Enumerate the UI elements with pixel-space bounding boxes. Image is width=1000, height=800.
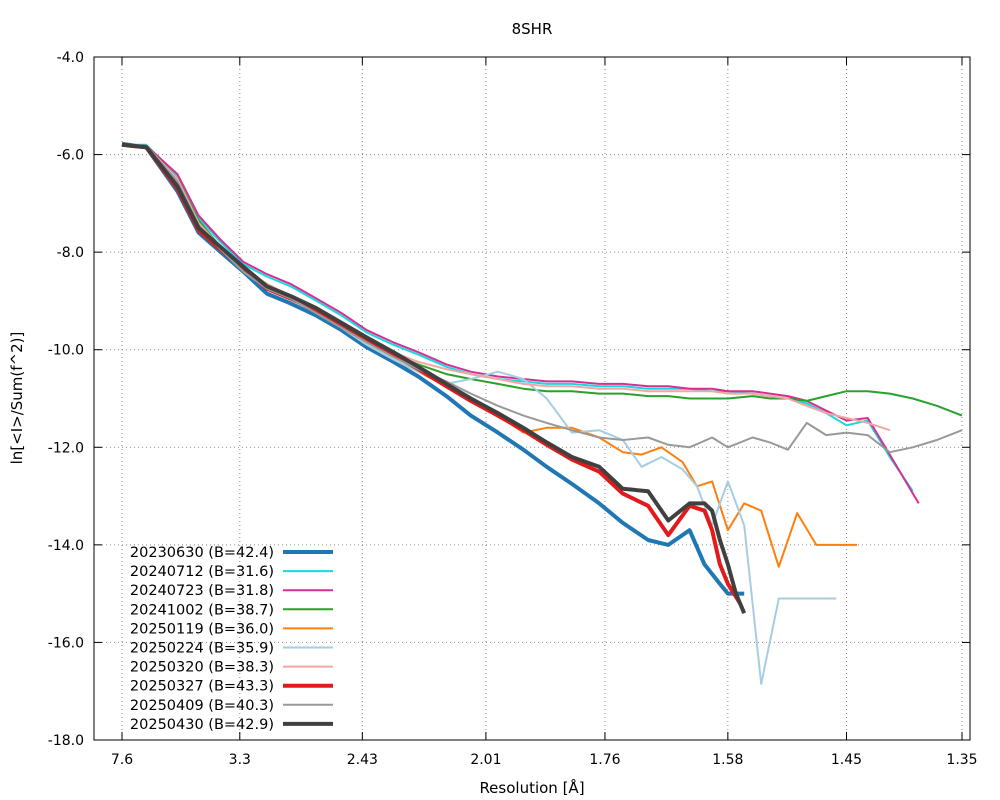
y-tick-label: -18.0 (48, 733, 84, 749)
legend: 20230630 (B=42.4) 20240712 (B=31.6) 202407… (130, 545, 333, 733)
chart-title: 8SHR (512, 20, 553, 38)
series-line (121, 143, 963, 417)
legend-label: 20250320 (B=38.3) (130, 660, 274, 676)
y-tick-label: -14.0 (48, 538, 84, 554)
series-line (121, 142, 747, 614)
axis-ticks: -4.0 -6.0 -8.0 -10.0 -12.0 -14.0 -16.0 -18.0 7.6… (48, 50, 978, 768)
plot-frame (93, 56, 971, 741)
x-tick-label: 1.45 (831, 752, 862, 768)
x-tick-label: 3.3 (229, 752, 251, 768)
x-tick-label: 1.58 (712, 752, 743, 768)
legend-label: 20240723 (B=31.8) (130, 583, 274, 599)
x-tick-label: 1.35 (946, 752, 977, 768)
legend-label: 20250327 (B=43.3) (130, 679, 274, 695)
x-tick-label: 7.6 (111, 752, 133, 768)
x-tick-label: 2.43 (347, 752, 378, 768)
x-axis-title: Resolution [Å] (479, 778, 584, 797)
legend-label: 20250409 (B=40.3) (130, 698, 274, 714)
y-tick-label: -6.0 (57, 148, 84, 164)
series-line (121, 143, 857, 568)
y-tick-label: -16.0 (48, 635, 84, 651)
legend-label: 20250224 (B=35.9) (130, 641, 274, 657)
series-line (121, 143, 891, 432)
series-line (121, 143, 920, 504)
x-tick-label: 2.01 (470, 752, 501, 768)
y-tick-label: -4.0 (57, 50, 84, 66)
legend-label: 20241002 (B=38.7) (130, 602, 274, 618)
legend-label: 20250119 (B=36.0) (130, 621, 274, 637)
legend-label: 20240712 (B=31.6) (130, 564, 274, 580)
x-tick-label: 1.76 (589, 752, 620, 768)
y-tick-label: -8.0 (57, 245, 84, 261)
series-line (121, 143, 963, 454)
y-tick-label: -10.0 (48, 343, 84, 359)
grid (94, 57, 970, 740)
y-tick-label: -12.0 (48, 440, 84, 456)
y-axis-title: ln[<I>/Sum(f^2)] (8, 332, 26, 465)
legend-label: 20230630 (B=42.4) (130, 545, 274, 561)
legend-label: 20250430 (B=42.9) (130, 717, 274, 733)
series-lines (121, 141, 963, 685)
